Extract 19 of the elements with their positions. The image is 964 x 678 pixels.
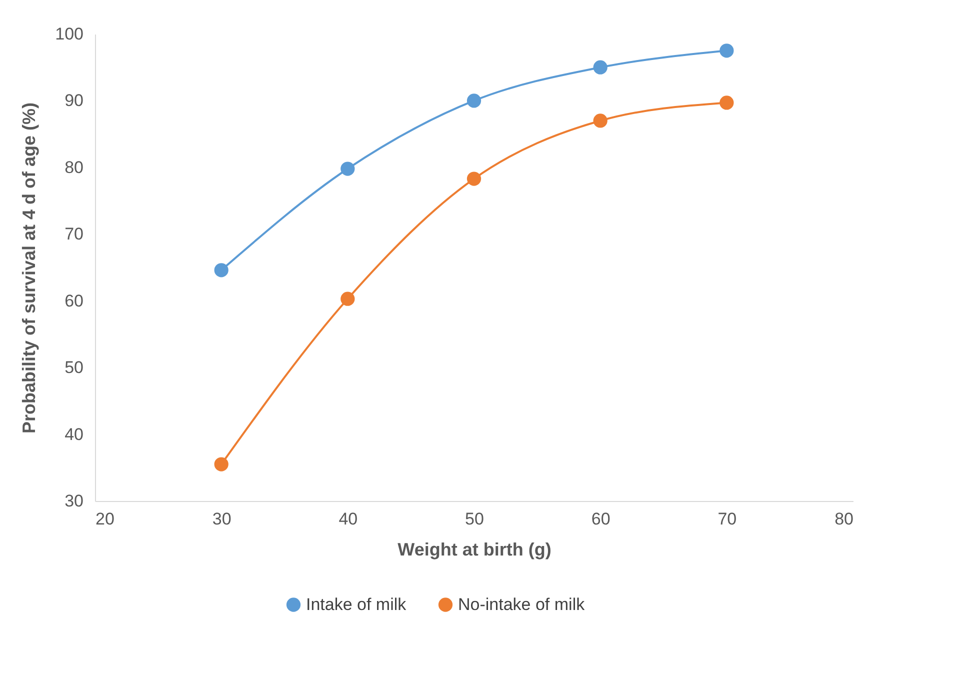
- y-axis-title: Probability of survival at 4 d of age (%): [19, 102, 40, 434]
- y-tick-label: 100: [55, 24, 84, 44]
- x-tick-label: 30: [212, 510, 232, 528]
- x-tick-label: 60: [591, 510, 610, 528]
- y-tick-label: 40: [64, 424, 84, 444]
- x-tick-label: 80: [834, 510, 854, 528]
- x-tick-label: 20: [96, 510, 114, 528]
- legend-label: No-intake of milk: [458, 594, 586, 614]
- legend-label: Intake of milk: [306, 594, 407, 614]
- y-tick-label: 50: [64, 358, 84, 378]
- x-tick-label: 70: [718, 510, 737, 528]
- x-tick-label: 40: [338, 510, 358, 528]
- x-axis-title: Weight at birth (g): [398, 540, 552, 560]
- y-tick-label: 70: [64, 224, 84, 244]
- y-tick-label: 80: [64, 158, 84, 177]
- y-tick-label: 90: [64, 91, 84, 110]
- y-tick-label: 60: [64, 291, 84, 310]
- x-tick-label: 50: [465, 510, 484, 528]
- y-tick-label: 30: [64, 492, 84, 510]
